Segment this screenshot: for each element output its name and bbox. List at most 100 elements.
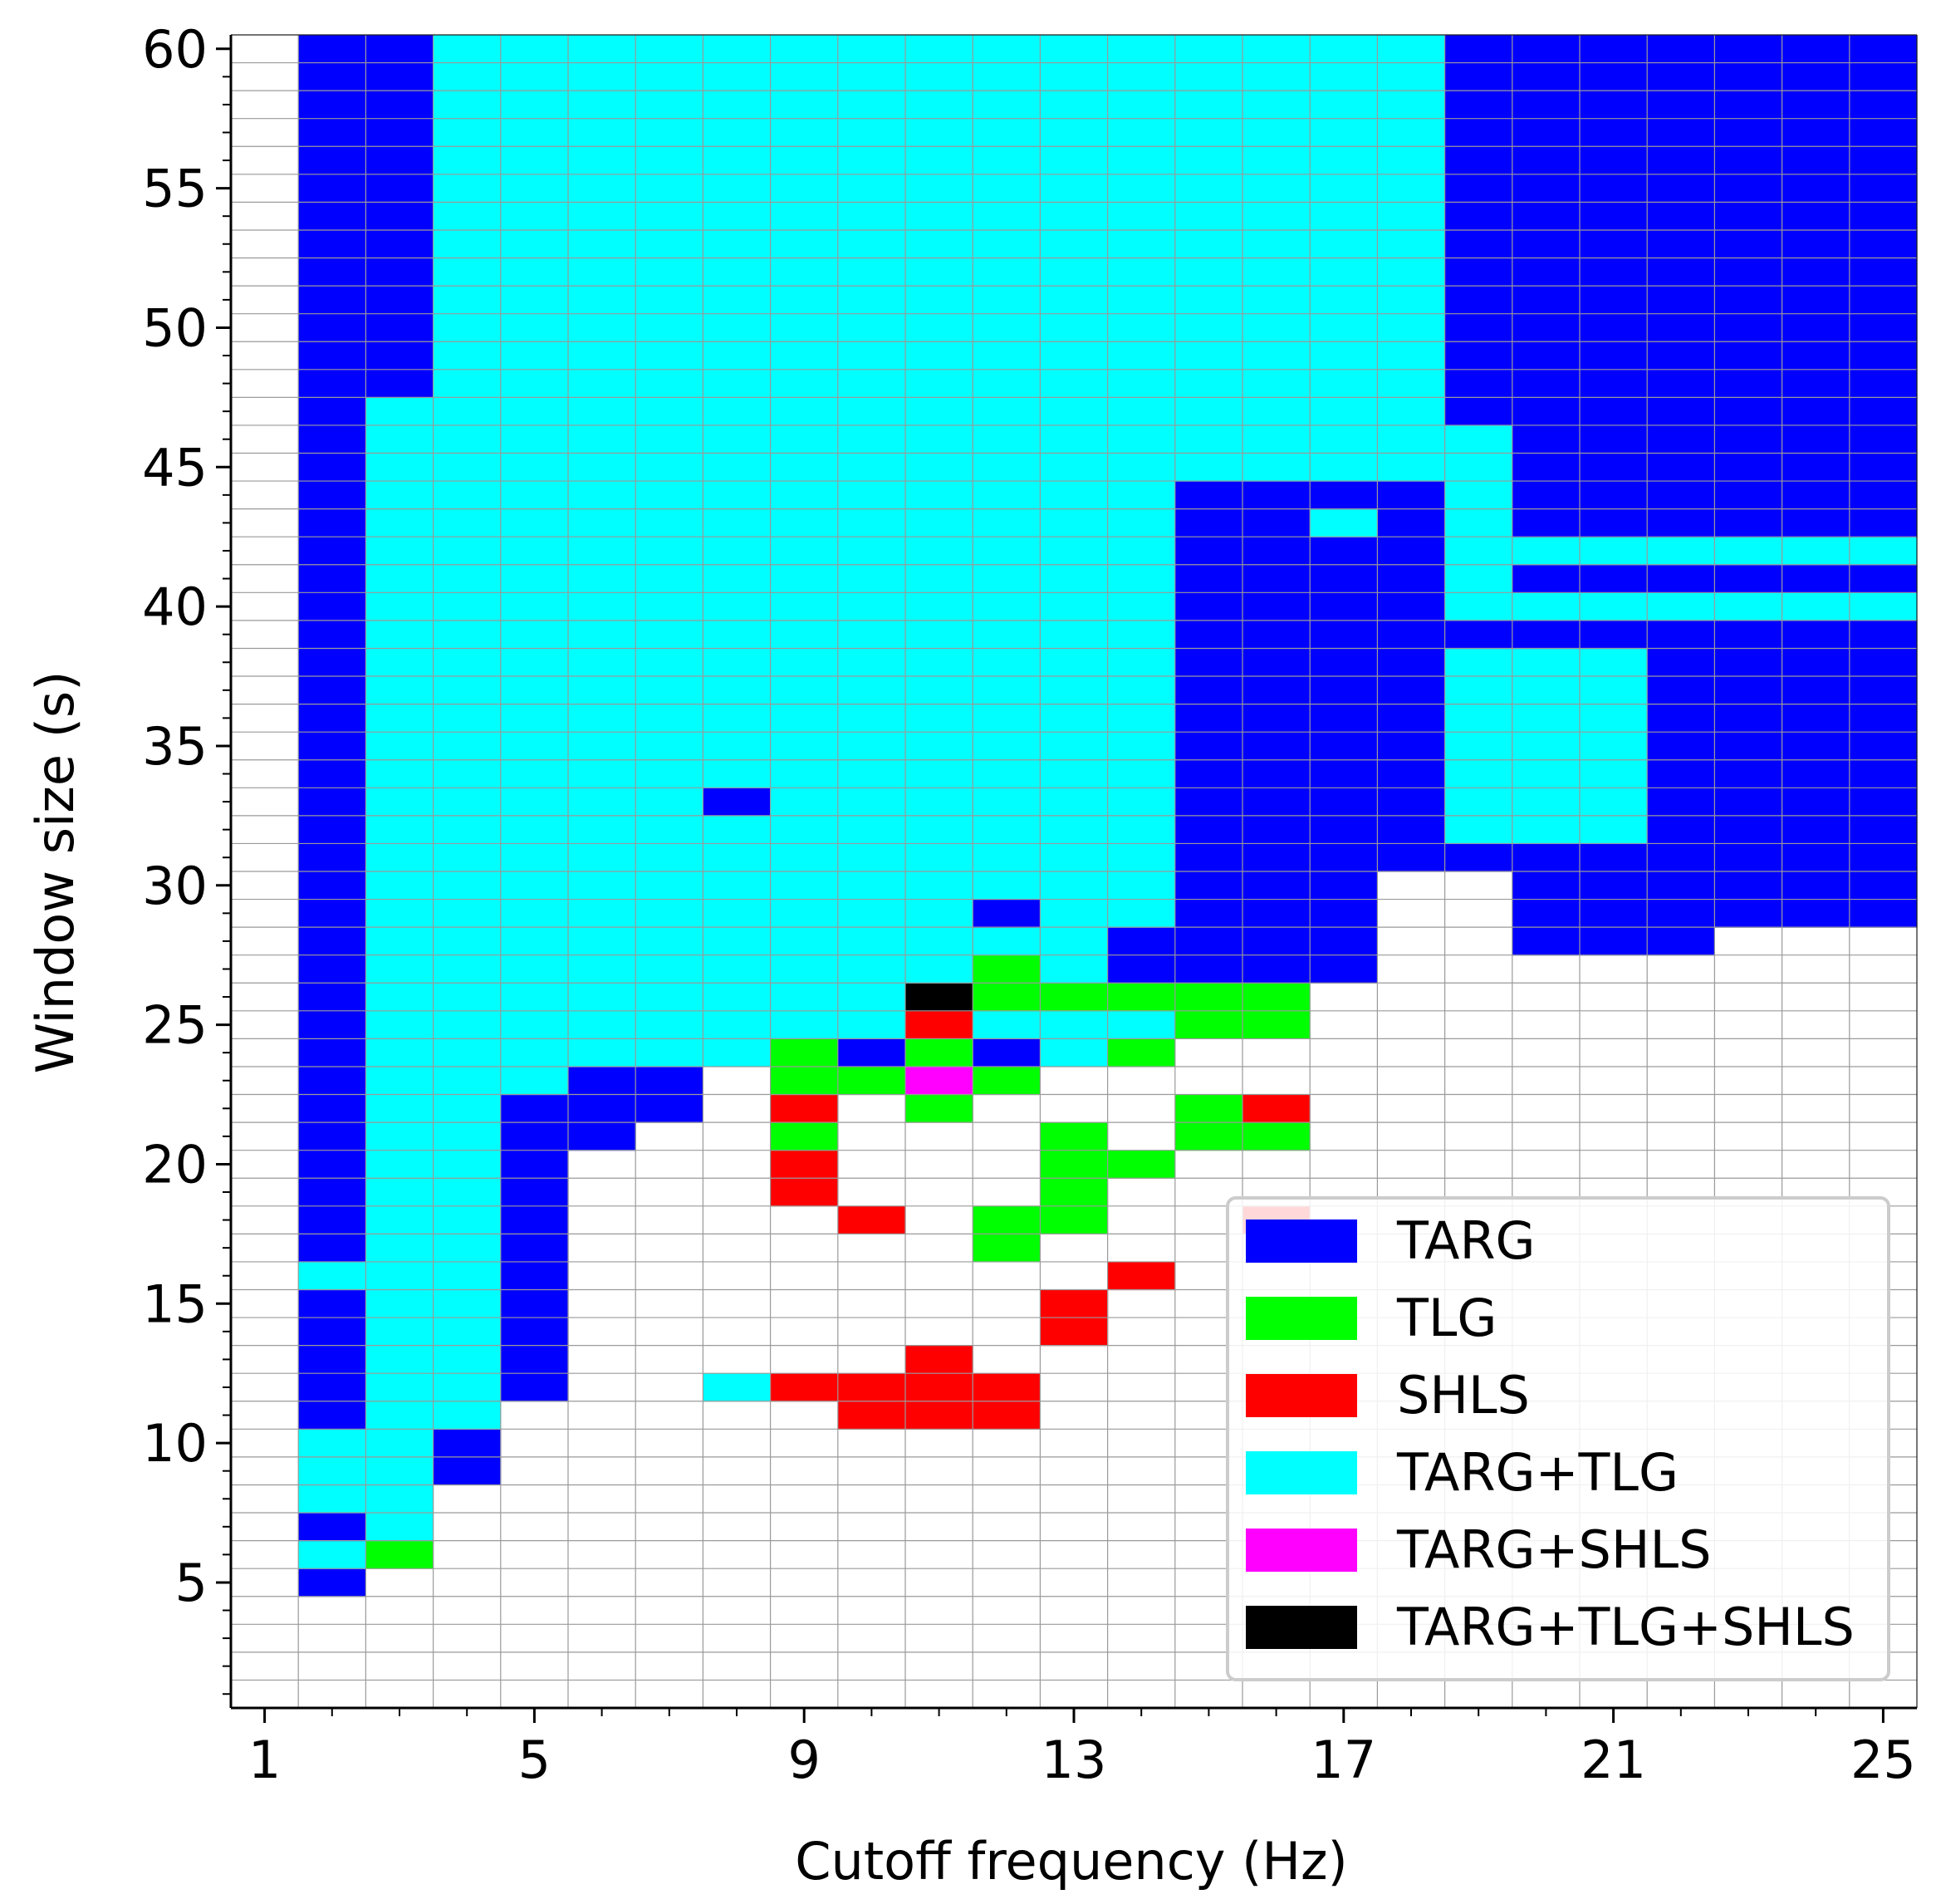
heatmap-cell	[568, 313, 636, 342]
heatmap-cell	[1310, 62, 1378, 91]
heatmap-cell	[1242, 369, 1311, 398]
heatmap-cell	[1174, 313, 1243, 342]
heatmap-cell	[703, 202, 772, 231]
heatmap-cell	[298, 620, 366, 650]
heatmap-cell	[433, 871, 502, 900]
heatmap-cell	[365, 927, 434, 956]
heatmap-cell	[1444, 313, 1513, 342]
heatmap-cell	[365, 1178, 434, 1207]
heatmap-cell	[1714, 35, 1783, 64]
heatmap-cell	[770, 118, 839, 147]
heatmap-cell	[770, 1094, 839, 1123]
heatmap-cell	[433, 732, 502, 761]
heatmap-cell	[837, 118, 906, 147]
heatmap-cell	[1242, 954, 1311, 984]
heatmap-cell	[298, 1038, 366, 1067]
heatmap-cell	[703, 648, 772, 677]
heatmap-cell	[1242, 1010, 1311, 1039]
heatmap-cell	[1040, 564, 1109, 593]
heatmap-cell	[1242, 146, 1311, 175]
heatmap-cell	[635, 424, 703, 454]
heatmap-cell	[433, 35, 502, 64]
heatmap-cell	[703, 258, 772, 287]
heatmap-cell	[1580, 202, 1648, 231]
heatmap-cell	[1040, 397, 1109, 426]
heatmap-cell	[1444, 62, 1513, 91]
heatmap-cell	[1714, 871, 1783, 900]
heatmap-cell	[1647, 286, 1715, 315]
heatmap-cell	[298, 453, 366, 482]
heatmap-cell	[905, 564, 973, 593]
heatmap-cell	[1310, 564, 1378, 593]
heatmap-cell	[298, 954, 366, 984]
heatmap-cell	[500, 843, 569, 872]
y-tick-label: 45	[142, 437, 208, 498]
heatmap-cell	[635, 508, 703, 537]
heatmap-cell	[837, 202, 906, 231]
heatmap-cell	[635, 1094, 703, 1123]
heatmap-cell	[1512, 397, 1581, 426]
heatmap-cell	[973, 1010, 1041, 1039]
heatmap-cell	[1107, 759, 1176, 788]
heatmap-cell	[1580, 62, 1648, 91]
heatmap-cell	[1242, 899, 1311, 928]
heatmap-cell	[568, 369, 636, 398]
heatmap-cell	[1444, 424, 1513, 454]
heatmap-cell	[1040, 676, 1109, 705]
heatmap-cell	[770, 1178, 839, 1207]
heatmap-cell	[1107, 871, 1176, 900]
heatmap-cell	[365, 676, 434, 705]
heatmap-cell	[298, 174, 366, 203]
heatmap-cell	[973, 35, 1041, 64]
heatmap-cell	[1647, 704, 1715, 733]
heatmap-cell	[298, 592, 366, 621]
heatmap-cell	[837, 592, 906, 621]
heatmap-cell	[1040, 1010, 1109, 1039]
heatmap-cell	[1782, 258, 1850, 287]
heatmap-cell	[973, 592, 1041, 621]
heatmap-cell	[1512, 927, 1581, 956]
heatmap-cell	[635, 759, 703, 788]
heatmap-cell	[1714, 537, 1783, 566]
heatmap-cell	[1512, 788, 1581, 817]
heatmap-cell	[1107, 788, 1176, 817]
heatmap-cell	[365, 788, 434, 817]
heatmap-cell	[837, 313, 906, 342]
heatmap-cell	[1580, 258, 1648, 287]
heatmap-cell	[635, 704, 703, 733]
heatmap-cell	[433, 899, 502, 928]
heatmap-cell	[1782, 648, 1850, 677]
heatmap-cell	[365, 1234, 434, 1263]
heatmap-cell	[1107, 732, 1176, 761]
heatmap-cell	[568, 453, 636, 482]
heatmap-cell	[770, 202, 839, 231]
heatmap-cell	[837, 564, 906, 593]
legend-swatch	[1246, 1451, 1357, 1494]
heatmap-cell	[1107, 397, 1176, 426]
heatmap-cell	[298, 1178, 366, 1207]
heatmap-cell	[365, 35, 434, 64]
heatmap-cell	[1512, 118, 1581, 147]
heatmap-cell	[365, 397, 434, 426]
heatmap-cell	[1107, 258, 1176, 287]
heatmap-cell	[770, 35, 839, 64]
heatmap-cell	[298, 1568, 366, 1597]
heatmap-cell	[1174, 759, 1243, 788]
heatmap-cell	[1444, 118, 1513, 147]
heatmap-cell	[1174, 648, 1243, 677]
heatmap-cell	[837, 508, 906, 537]
y-tick-label: 35	[142, 716, 208, 777]
heatmap-cell	[500, 1066, 569, 1096]
heatmap-cell	[1242, 424, 1311, 454]
heatmap-cell	[500, 899, 569, 928]
heatmap-cell	[1174, 537, 1243, 566]
heatmap-cell	[770, 704, 839, 733]
heatmap-cell	[298, 871, 366, 900]
heatmap-cell	[1714, 759, 1783, 788]
heatmap-cell	[905, 815, 973, 845]
heatmap-cell	[1377, 424, 1446, 454]
heatmap-cell	[905, 62, 973, 91]
heatmap-cell	[1242, 871, 1311, 900]
heatmap-cell	[1242, 508, 1311, 537]
heatmap-cell	[500, 927, 569, 956]
